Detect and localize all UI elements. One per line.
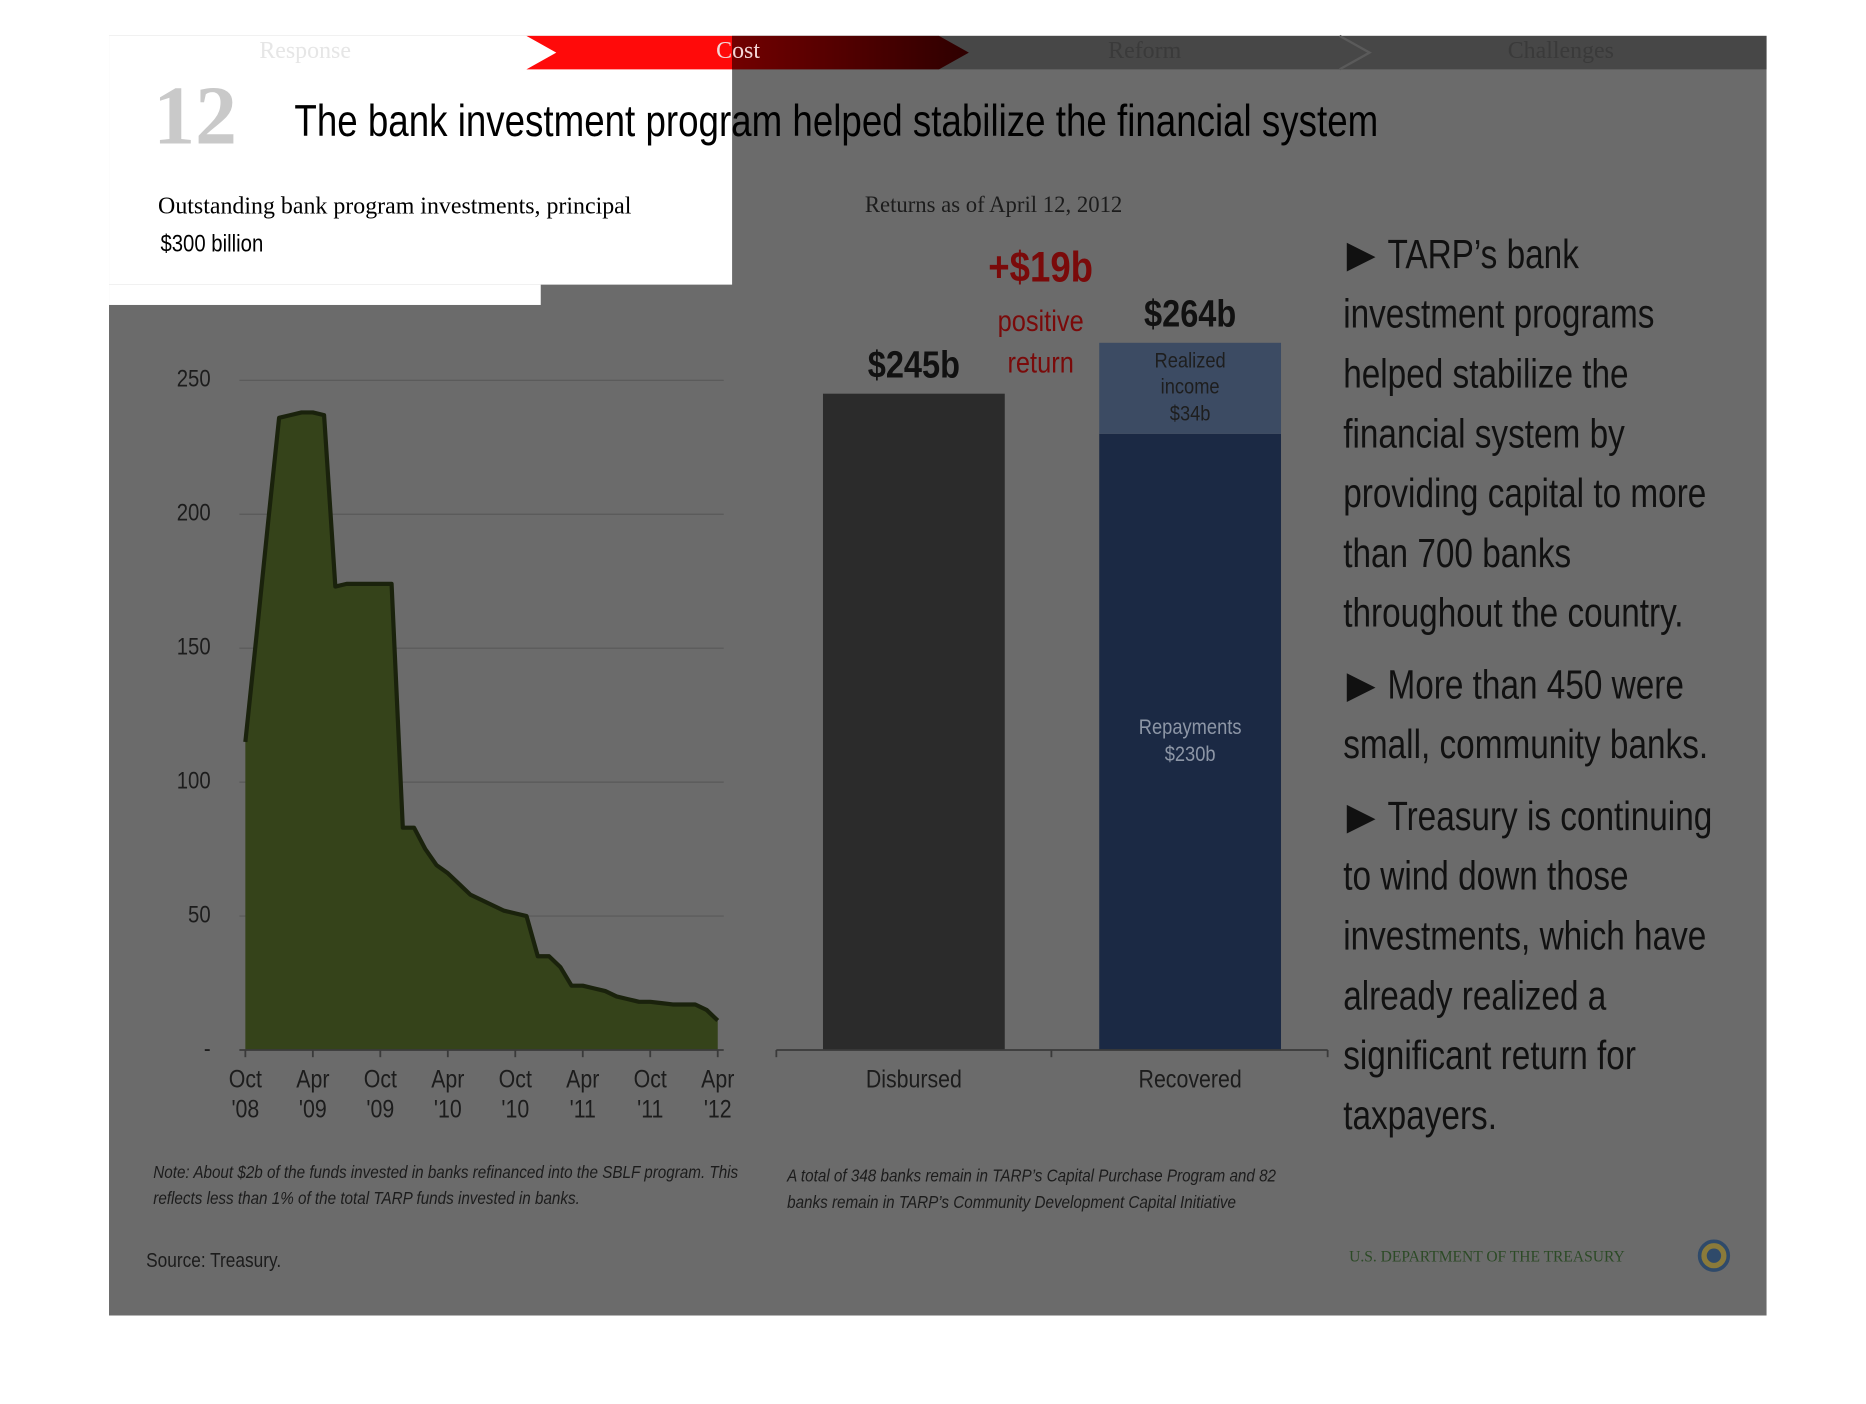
chart-note: banks remain in TARP’s Community Develop… [787, 1192, 1236, 1212]
bullet-text: throughout the country. [1343, 589, 1683, 635]
y-tick-label: 50 [188, 901, 211, 928]
x-tick-label: Oct '10 [499, 1065, 533, 1123]
bullet-text: financial system by [1343, 410, 1625, 456]
total-label: $245b [868, 343, 960, 386]
bullet-text: small, community banks. [1343, 721, 1708, 767]
area-outline [243, 410, 720, 1023]
slide-title: The bank investment program helped stabi… [294, 96, 1378, 146]
area [245, 412, 718, 1051]
bullet-text: than 700 banks [1343, 530, 1571, 576]
bullet-marker [1346, 242, 1376, 272]
difference-label: +$19b [988, 244, 1093, 291]
nav-tab[interactable]: Cost [716, 38, 760, 64]
y-tick-label: 150 [177, 633, 211, 660]
bullet-text: already realized a [1343, 972, 1606, 1018]
footer-org: U.S. DEPARTMENT OF THE TREASURY [1349, 1249, 1625, 1266]
slide-number: 12 [153, 70, 237, 163]
highlight-area [109, 35, 733, 285]
y-tick-label: - [204, 1035, 211, 1062]
difference-note: return [1007, 346, 1073, 379]
y-axis-label: $300 billion [160, 230, 263, 257]
chart-note: reflects less than 1% of the total TARP … [153, 1188, 580, 1208]
bullet-text: significant return for [1343, 1032, 1636, 1078]
x-tick-label: Apr '09 [296, 1065, 329, 1123]
chart-note: A total of 348 banks remain in TARP’s Ca… [786, 1165, 1276, 1185]
x-tick-label: Disbursed [866, 1065, 962, 1093]
nav-active-tab[interactable] [526, 35, 969, 70]
bullet-text: Treasury is continuing [1387, 793, 1712, 839]
bullet-text: investments, which have [1343, 912, 1706, 958]
chart-title: Returns as of April 12, 2012 [865, 192, 1122, 217]
treasury-seal-center [1706, 1248, 1722, 1263]
bullet-text: TARP’s bank [1387, 231, 1579, 277]
x-tick-label: Recovered [1139, 1065, 1242, 1093]
segment-name: Realized income [1155, 349, 1226, 399]
bullet-text: helped stabilize the [1343, 350, 1628, 396]
segment-value-label: $34b [1170, 402, 1211, 426]
x-tick-label: Apr '11 [566, 1065, 599, 1123]
bar-segment [1099, 342, 1282, 434]
nav-separator [1339, 34, 1372, 71]
y-tick-label: 100 [177, 767, 211, 794]
nav-tab[interactable]: Response [259, 38, 351, 64]
bullet-text: taxpayers. [1343, 1092, 1497, 1138]
x-tick-label: Oct '09 [364, 1065, 398, 1123]
difference-note: positive [998, 304, 1084, 337]
nav-tab[interactable]: Challenges [1508, 38, 1614, 64]
y-tick-label: 200 [177, 499, 211, 526]
bullet-marker [1346, 804, 1376, 834]
y-tick-label: 250 [177, 365, 211, 392]
x-tick-label: Apr '12 [701, 1065, 734, 1123]
highlight-area [109, 284, 541, 305]
segment-name: Repayments [1139, 716, 1242, 740]
chart-title: Outstanding bank program investments, pr… [158, 194, 632, 220]
chart-note: Note: About $2b of the funds invested in… [153, 1162, 738, 1182]
x-tick-label: Oct '11 [634, 1065, 668, 1123]
x-tick-label: Oct '08 [229, 1065, 263, 1123]
bar-segment [1099, 433, 1282, 1051]
bullet-marker [1346, 673, 1376, 702]
source: Source: Treasury. [146, 1249, 281, 1272]
total-label: $264b [1144, 292, 1236, 335]
bullet-text: to wind down those [1343, 853, 1628, 899]
x-tick-label: Apr '10 [431, 1065, 464, 1123]
segment-value-label: $230b [1165, 742, 1216, 766]
bullet-text: providing capital to more [1343, 470, 1706, 516]
bar-segment [822, 393, 1005, 1051]
bullet-text: investment programs [1343, 290, 1654, 336]
nav-tab[interactable]: Reform [1108, 38, 1181, 64]
bullet-text: More than 450 were [1387, 661, 1683, 707]
